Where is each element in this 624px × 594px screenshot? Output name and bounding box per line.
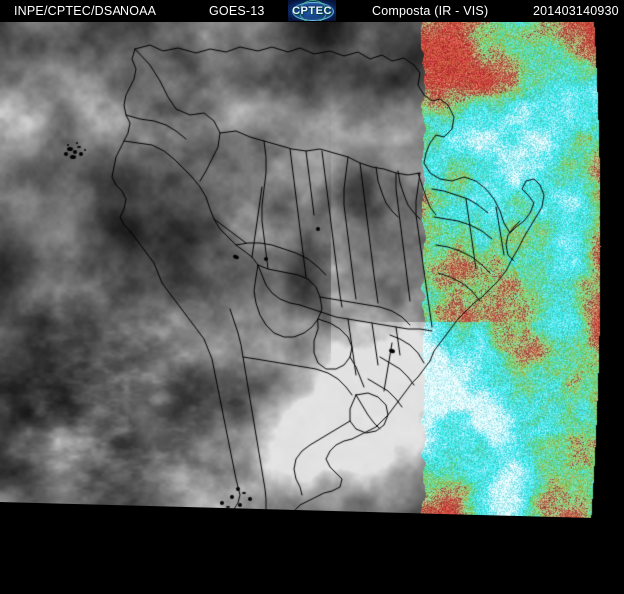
satellite-composite-image — [0, 21, 624, 594]
cptec-logo-text: CPTEC — [292, 4, 332, 17]
header-agency-label: INPE/CPTEC/DSA — [14, 4, 121, 18]
satellite-image-area — [0, 21, 624, 594]
space-background-lower — [0, 526, 624, 594]
header-network-label: NOAA — [120, 4, 157, 18]
image-header-bar: INPE/CPTEC/DSA NOAA GOES-13 CPTEC Compos… — [0, 0, 624, 22]
header-timestamp-label: 201403140930 — [533, 4, 619, 18]
header-satellite-label: GOES-13 — [209, 4, 265, 18]
cptec-logo: CPTEC — [288, 0, 336, 21]
header-product-label: Composta (IR - VIS) — [372, 4, 489, 18]
cptec-logo-inner-ellipse-icon — [299, 0, 327, 21]
